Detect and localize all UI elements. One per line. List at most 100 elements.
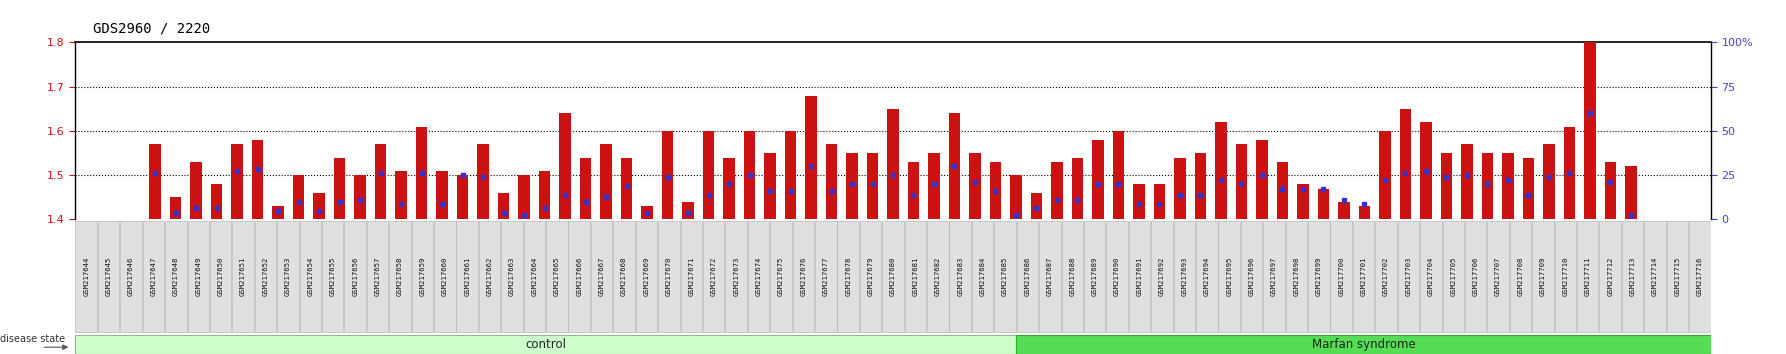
FancyBboxPatch shape — [1129, 221, 1150, 332]
Text: GSM217645: GSM217645 — [105, 256, 113, 296]
Text: GSM217684: GSM217684 — [981, 256, 986, 296]
Text: GSM217706: GSM217706 — [1473, 256, 1479, 296]
Bar — [1093, 140, 1104, 219]
FancyBboxPatch shape — [434, 221, 455, 332]
FancyBboxPatch shape — [748, 221, 770, 332]
Text: GSM217644: GSM217644 — [84, 256, 89, 296]
Text: GSM217681: GSM217681 — [913, 256, 918, 296]
Text: GSM217663: GSM217663 — [509, 256, 514, 296]
Text: GSM217686: GSM217686 — [1025, 256, 1031, 296]
Text: disease state: disease state — [0, 335, 64, 344]
FancyBboxPatch shape — [814, 221, 836, 332]
Bar — [1606, 162, 1616, 219]
Text: Marfan syndrome: Marfan syndrome — [1311, 338, 1416, 351]
Text: GSM217694: GSM217694 — [1204, 256, 1209, 296]
Bar — [1214, 122, 1227, 219]
Text: GSM217689: GSM217689 — [1091, 256, 1098, 296]
Bar — [1400, 109, 1411, 219]
Bar — [1359, 206, 1370, 219]
Bar — [1236, 144, 1247, 219]
FancyBboxPatch shape — [1106, 221, 1129, 332]
Bar — [907, 162, 920, 219]
Bar — [948, 113, 961, 219]
Text: GSM217707: GSM217707 — [1495, 256, 1500, 296]
Text: GSM217701: GSM217701 — [1361, 256, 1366, 296]
FancyBboxPatch shape — [704, 221, 725, 332]
Text: GSM217716: GSM217716 — [1697, 256, 1702, 296]
Bar — [989, 162, 1002, 219]
Bar — [457, 175, 468, 219]
Bar — [1420, 122, 1432, 219]
FancyBboxPatch shape — [995, 221, 1016, 332]
Text: GSM217713: GSM217713 — [1629, 256, 1636, 296]
Bar — [682, 202, 693, 219]
Text: GSM217696: GSM217696 — [1248, 256, 1254, 296]
Bar — [641, 206, 652, 219]
Bar — [1256, 140, 1268, 219]
FancyBboxPatch shape — [950, 221, 972, 332]
Text: GSM217699: GSM217699 — [1316, 256, 1322, 296]
Text: GSM217690: GSM217690 — [1114, 256, 1120, 296]
FancyBboxPatch shape — [255, 221, 277, 332]
Bar — [1016, 335, 1711, 354]
Text: GSM217700: GSM217700 — [1338, 256, 1345, 296]
FancyBboxPatch shape — [1016, 221, 1038, 332]
Bar — [375, 144, 386, 219]
Bar — [477, 144, 489, 219]
Bar — [743, 131, 755, 219]
FancyBboxPatch shape — [411, 221, 434, 332]
FancyBboxPatch shape — [793, 221, 814, 332]
Bar — [539, 171, 550, 219]
FancyBboxPatch shape — [657, 221, 680, 332]
Bar — [847, 153, 857, 219]
Text: GSM217650: GSM217650 — [218, 256, 223, 296]
Bar — [929, 153, 939, 219]
Text: GSM217672: GSM217672 — [711, 256, 716, 296]
Text: GSM217692: GSM217692 — [1159, 256, 1164, 296]
Text: GSM217647: GSM217647 — [150, 256, 157, 296]
Bar — [1072, 158, 1082, 219]
Text: GSM217714: GSM217714 — [1652, 256, 1657, 296]
FancyBboxPatch shape — [859, 221, 880, 332]
FancyBboxPatch shape — [1197, 221, 1218, 332]
FancyBboxPatch shape — [725, 221, 747, 332]
FancyBboxPatch shape — [277, 221, 298, 332]
Bar — [663, 131, 673, 219]
Bar — [888, 109, 898, 219]
FancyBboxPatch shape — [1622, 221, 1643, 332]
Text: GSM217695: GSM217695 — [1227, 256, 1232, 296]
Text: GSM217705: GSM217705 — [1450, 256, 1456, 296]
FancyBboxPatch shape — [547, 221, 568, 332]
Bar — [1052, 162, 1063, 219]
FancyBboxPatch shape — [1465, 221, 1486, 332]
Bar — [75, 335, 1016, 354]
Text: GSM217710: GSM217710 — [1563, 256, 1568, 296]
Text: GSM217712: GSM217712 — [1607, 256, 1613, 296]
Bar — [293, 175, 304, 219]
Text: GSM217678: GSM217678 — [845, 256, 852, 296]
Bar — [1441, 153, 1452, 219]
Bar — [252, 140, 263, 219]
Bar — [1482, 153, 1493, 219]
FancyBboxPatch shape — [1600, 221, 1622, 332]
Text: GSM217656: GSM217656 — [352, 256, 359, 296]
Bar — [416, 126, 427, 219]
Bar — [1011, 175, 1022, 219]
Bar — [580, 158, 591, 219]
Text: GDS2960 / 2220: GDS2960 / 2220 — [93, 21, 211, 35]
FancyBboxPatch shape — [1488, 221, 1509, 332]
Bar — [334, 158, 345, 219]
Bar — [1338, 202, 1350, 219]
FancyBboxPatch shape — [1039, 221, 1061, 332]
Text: GSM217673: GSM217673 — [732, 256, 739, 296]
FancyBboxPatch shape — [1173, 221, 1195, 332]
FancyBboxPatch shape — [300, 221, 321, 332]
FancyBboxPatch shape — [232, 221, 254, 332]
Bar — [1523, 158, 1534, 219]
FancyBboxPatch shape — [389, 221, 411, 332]
Bar — [1379, 131, 1391, 219]
Bar — [805, 96, 816, 219]
FancyBboxPatch shape — [75, 221, 96, 332]
FancyBboxPatch shape — [366, 221, 388, 332]
Bar — [622, 158, 632, 219]
